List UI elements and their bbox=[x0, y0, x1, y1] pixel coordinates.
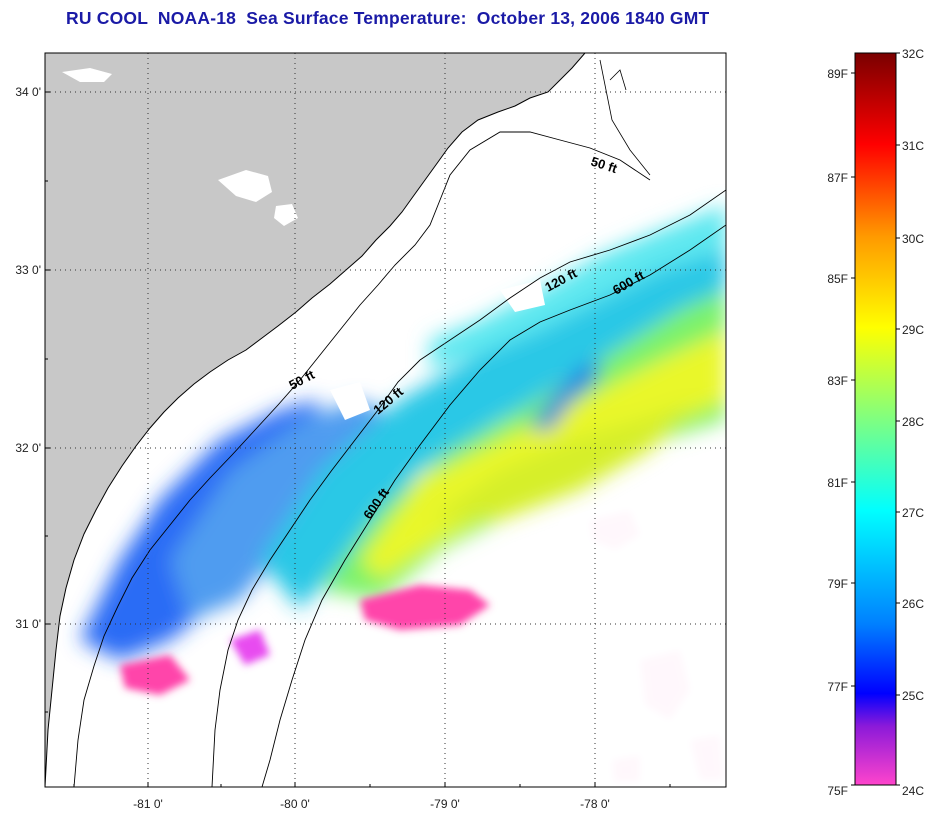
colorbar-celsius-label: 26C bbox=[902, 597, 924, 611]
map-panel: 34 0' 33 0' 32 0' 31 0' -81 0' -80 0' -7… bbox=[15, 52, 727, 811]
lon-tick-label: -80 0' bbox=[280, 797, 310, 811]
lon-tick-label: -79 0' bbox=[430, 797, 460, 811]
colorbar-celsius-label: 31C bbox=[902, 139, 924, 153]
coastline-river bbox=[599, 59, 651, 176]
colorbar-fahrenheit-label: 77F bbox=[827, 680, 848, 694]
graticule bbox=[45, 53, 726, 787]
isobath-120ft bbox=[211, 189, 726, 787]
coastline bbox=[45, 53, 586, 787]
isobath-600ft bbox=[261, 224, 726, 787]
colorbar-celsius-label: 27C bbox=[902, 506, 924, 520]
inland-water bbox=[62, 68, 112, 82]
lat-tick-label: 31 0' bbox=[15, 617, 41, 631]
colorbar-gradient bbox=[854, 52, 897, 786]
inland-water bbox=[218, 170, 272, 202]
colorbar-celsius-label: 28C bbox=[902, 415, 924, 429]
colorbar-celsius-label: 25C bbox=[902, 689, 924, 703]
colorbar-fahrenheit-label: 83F bbox=[827, 374, 848, 388]
cloud-nodata bbox=[330, 382, 370, 420]
colorbar-fahrenheit-label: 89F bbox=[827, 67, 848, 81]
inland-water bbox=[274, 204, 298, 226]
map-frame bbox=[44, 52, 727, 788]
lon-tick-label: -78 0' bbox=[580, 797, 610, 811]
land-mass bbox=[45, 53, 585, 787]
cloud-nodata bbox=[500, 280, 545, 312]
colorbar-celsius-label: 29C bbox=[902, 323, 924, 337]
colorbar-fahrenheit-label: 75F bbox=[827, 784, 848, 798]
lat-tick-label: 32 0' bbox=[15, 441, 41, 455]
lat-tick-label: 34 0' bbox=[15, 85, 41, 99]
colorbar-celsius-label: 30C bbox=[902, 232, 924, 246]
colorbar-celsius-label: 24C bbox=[902, 784, 924, 798]
cloud-nodata bbox=[470, 460, 726, 787]
axis-ticks bbox=[45, 91, 671, 787]
lat-tick-label: 33 0' bbox=[15, 263, 41, 277]
colorbar-fahrenheit-label: 85F bbox=[827, 272, 848, 286]
colorbar-fahrenheit-label: 79F bbox=[827, 577, 848, 591]
lon-tick-label: -81 0' bbox=[133, 797, 163, 811]
colorbar-fahrenheit-label: 81F bbox=[827, 476, 848, 490]
isobath-50ft bbox=[73, 131, 651, 787]
colorbar: 32C 31C 30C 29C 28C 27C 26C 25C 24C 89F … bbox=[827, 47, 924, 798]
colorbar-celsius-label: 32C bbox=[902, 47, 924, 61]
map-title: RU COOL NOAA-18 Sea Surface Temperature:… bbox=[66, 8, 710, 28]
colorbar-fahrenheit-label: 87F bbox=[827, 171, 848, 185]
sst-field bbox=[80, 205, 726, 660]
